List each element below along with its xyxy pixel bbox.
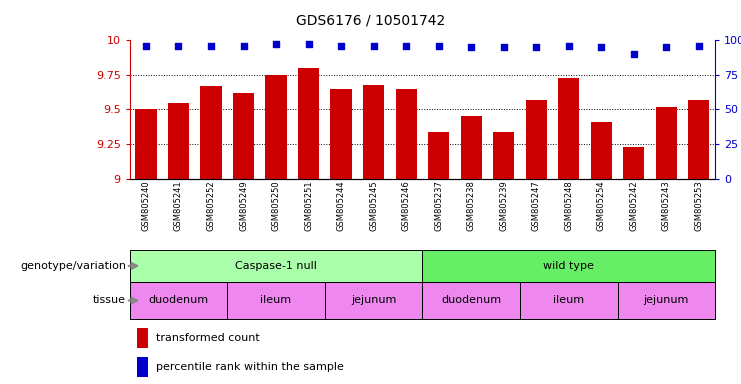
Bar (558, 78, 579, 179)
Point (368, 43, 379, 49)
Bar (227, 282, 325, 319)
Bar (656, 107, 677, 179)
Bar (130, 250, 422, 282)
Point (563, 43, 575, 49)
Bar (363, 84, 384, 179)
Bar (591, 122, 612, 179)
Text: genotype/variation: genotype/variation (20, 261, 126, 271)
Bar (298, 68, 319, 179)
Point (302, 41, 314, 48)
Point (595, 44, 607, 50)
Point (238, 43, 250, 49)
Bar (396, 89, 416, 179)
Bar (422, 250, 715, 282)
Point (173, 43, 185, 49)
Point (335, 43, 347, 49)
Bar (525, 100, 547, 179)
Bar (428, 132, 449, 179)
Text: jejunum: jejunum (644, 295, 689, 306)
Text: jejunum: jejunum (351, 295, 396, 306)
Point (400, 43, 412, 49)
Point (628, 51, 639, 57)
Bar (461, 116, 482, 179)
Bar (330, 89, 352, 179)
Text: duodenum: duodenum (441, 295, 501, 306)
Text: percentile rank within the sample: percentile rank within the sample (156, 362, 344, 372)
Point (270, 41, 282, 48)
Bar (422, 282, 520, 319)
Bar (233, 93, 254, 179)
Point (205, 43, 217, 49)
Point (140, 43, 152, 49)
Text: duodenum: duodenum (148, 295, 208, 306)
Bar (200, 86, 222, 179)
Bar (493, 132, 514, 179)
Bar (130, 282, 227, 319)
Point (660, 44, 672, 50)
Bar (137, 328, 148, 349)
Bar (520, 282, 617, 319)
Point (531, 44, 542, 50)
Point (465, 44, 477, 50)
Bar (325, 282, 422, 319)
Bar (137, 357, 148, 377)
Text: wild type: wild type (543, 261, 594, 271)
Point (433, 43, 445, 49)
Text: GDS6176 / 10501742: GDS6176 / 10501742 (296, 13, 445, 27)
Text: Caspase-1 null: Caspase-1 null (235, 261, 317, 271)
Point (693, 43, 705, 49)
Text: transformed count: transformed count (156, 333, 259, 343)
Text: ileum: ileum (260, 295, 292, 306)
Text: ileum: ileum (553, 295, 585, 306)
Bar (623, 147, 645, 179)
Point (498, 44, 510, 50)
Bar (265, 75, 287, 179)
Bar (688, 100, 709, 179)
Text: tissue: tissue (93, 295, 126, 306)
Bar (617, 282, 715, 319)
Bar (168, 103, 189, 179)
Bar (136, 109, 156, 179)
